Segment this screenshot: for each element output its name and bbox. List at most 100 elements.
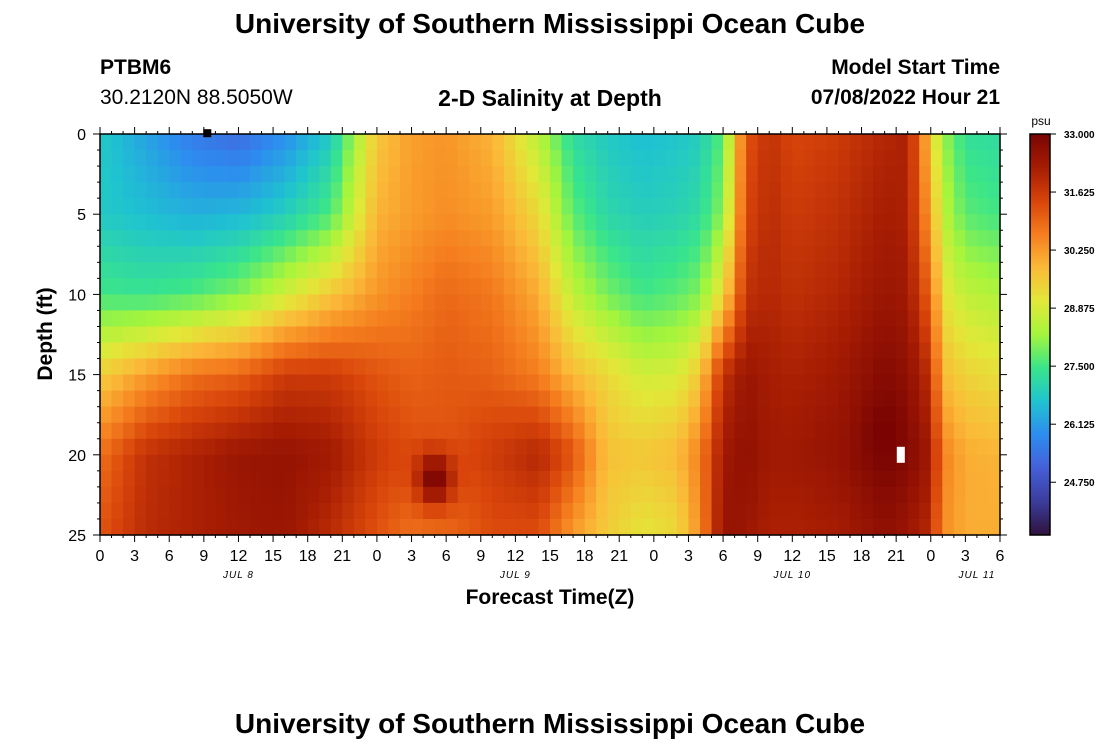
heatmap-cell [515, 294, 528, 312]
heatmap-cell [976, 406, 990, 424]
heatmap-cell [111, 406, 124, 424]
x-tick-label: 0 [926, 548, 935, 565]
heatmap-cell [250, 230, 263, 247]
heatmap-cell [261, 502, 274, 520]
heatmap-cell [296, 422, 309, 440]
heatmap-cell [953, 150, 966, 167]
heatmap-cell [850, 374, 863, 392]
heatmap-cell [688, 502, 701, 520]
heatmap-cell [584, 342, 597, 360]
heatmap-cell [215, 134, 228, 151]
heatmap-cell [146, 486, 159, 504]
heatmap-cell [988, 150, 1001, 167]
heatmap-cell [746, 278, 759, 295]
heatmap-cell [723, 358, 736, 376]
heatmap-cell [226, 518, 240, 536]
heatmap-cell [146, 134, 159, 151]
heatmap-cell [388, 294, 401, 312]
heatmap-cell [665, 438, 678, 456]
heatmap-cell [942, 246, 955, 263]
heatmap-cell [838, 198, 851, 215]
heatmap-cell [111, 390, 124, 408]
heatmap-cell [907, 278, 920, 295]
heatmap-cell [838, 310, 851, 328]
heatmap-cell [226, 438, 240, 456]
heatmap-cell [400, 214, 413, 231]
heatmap-cell [688, 390, 701, 408]
heatmap-cell [180, 262, 193, 279]
heatmap-cell [376, 422, 390, 440]
heatmap-cell [538, 134, 551, 151]
heatmap-cell [284, 502, 297, 520]
heatmap-cell [469, 342, 482, 360]
heatmap-cell [700, 150, 713, 167]
heatmap-cell [123, 310, 136, 328]
heatmap-cell [261, 486, 274, 504]
heatmap-cell [861, 230, 874, 247]
heatmap-cell [296, 262, 309, 279]
heatmap-cell [653, 294, 666, 312]
heatmap-cell [965, 390, 978, 408]
heatmap-cell [550, 326, 563, 344]
heatmap-cell [273, 342, 286, 360]
heatmap-cell [596, 326, 609, 344]
heatmap-cell [988, 486, 1001, 504]
heatmap-cell [850, 310, 863, 328]
heatmap-cell [757, 278, 770, 295]
heatmap-cell [273, 438, 286, 456]
heatmap-cell [388, 374, 401, 392]
station-coordinates: 30.2120N 88.5050W [100, 86, 293, 109]
heatmap-cell [365, 262, 378, 279]
heatmap-cell [261, 438, 274, 456]
heatmap-cell [365, 390, 378, 408]
heatmap-cell [630, 342, 643, 360]
heatmap-cell [619, 262, 632, 279]
heatmap-cell [884, 262, 897, 279]
heatmap-cell [746, 374, 759, 392]
heatmap-cell [446, 502, 459, 520]
heatmap-cell [480, 198, 493, 215]
heatmap-cell [503, 358, 516, 376]
heatmap-cell [134, 502, 147, 520]
heatmap-cell [538, 518, 551, 536]
heatmap-cell [723, 310, 736, 328]
heatmap-cell [596, 342, 609, 360]
heatmap-cell [550, 262, 563, 279]
heatmap-cell [434, 518, 447, 536]
heatmap-cell [676, 358, 690, 376]
heatmap-cell [838, 454, 851, 472]
heatmap-cell [238, 422, 251, 440]
heatmap-cell [238, 454, 251, 472]
heatmap-cell [803, 166, 816, 183]
heatmap-cell [411, 470, 424, 488]
heatmap-cell [861, 342, 874, 360]
heatmap-cell [446, 486, 459, 504]
heatmap-cell [734, 198, 747, 215]
heatmap-cell [457, 182, 470, 199]
heatmap-cell [723, 166, 736, 183]
heatmap-cell [746, 214, 759, 231]
heatmap-cell [584, 438, 597, 456]
heatmap-cell [803, 182, 816, 199]
heatmap-cell [330, 406, 343, 424]
heatmap-cell [711, 230, 724, 247]
heatmap-cell [250, 310, 263, 328]
heatmap-cell [457, 438, 470, 456]
heatmap-cell [700, 246, 713, 263]
heatmap-cell [919, 246, 932, 263]
heatmap-cell [469, 406, 482, 424]
heatmap-cell [873, 134, 886, 151]
heatmap-cell [492, 134, 505, 151]
heatmap-cell [861, 294, 874, 312]
heatmap-cell [665, 454, 678, 472]
heatmap-cell [215, 374, 228, 392]
heatmap-cell [861, 150, 874, 167]
heatmap-cell [607, 262, 620, 279]
heatmap-cell [896, 310, 909, 328]
heatmap-cell [642, 278, 655, 295]
heatmap-cell [319, 406, 332, 424]
heatmap-cell [365, 518, 378, 536]
heatmap-cell [873, 166, 886, 183]
heatmap-cell [330, 438, 343, 456]
heatmap-cell [423, 198, 436, 215]
